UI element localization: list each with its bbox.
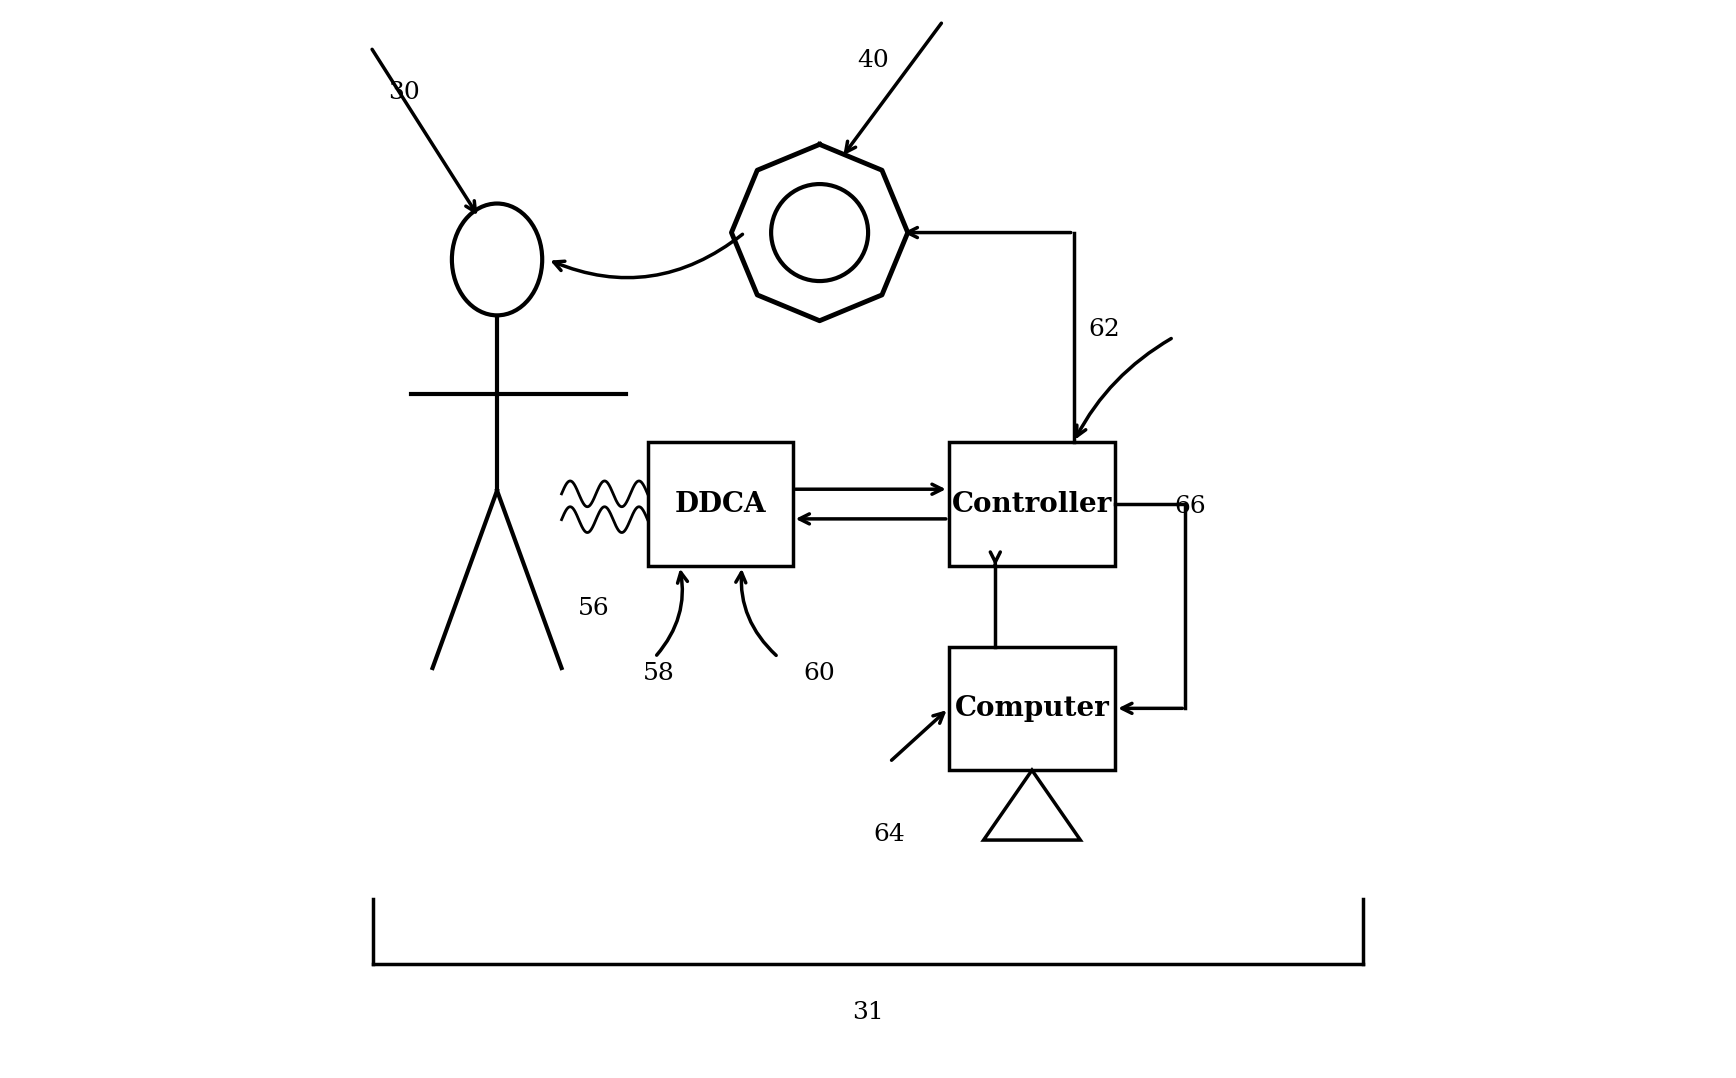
Text: Controller: Controller (951, 490, 1113, 517)
Text: 30: 30 (387, 81, 420, 105)
Text: 64: 64 (873, 824, 906, 846)
Text: 58: 58 (642, 662, 674, 685)
Text: Computer: Computer (955, 695, 1109, 722)
Text: 40: 40 (858, 49, 889, 72)
Text: 66: 66 (1175, 495, 1207, 519)
Text: DDCA: DDCA (674, 490, 766, 517)
Text: 31: 31 (852, 1000, 884, 1024)
Text: 60: 60 (804, 662, 835, 685)
Text: 56: 56 (578, 597, 609, 621)
Text: 62: 62 (1088, 318, 1120, 341)
